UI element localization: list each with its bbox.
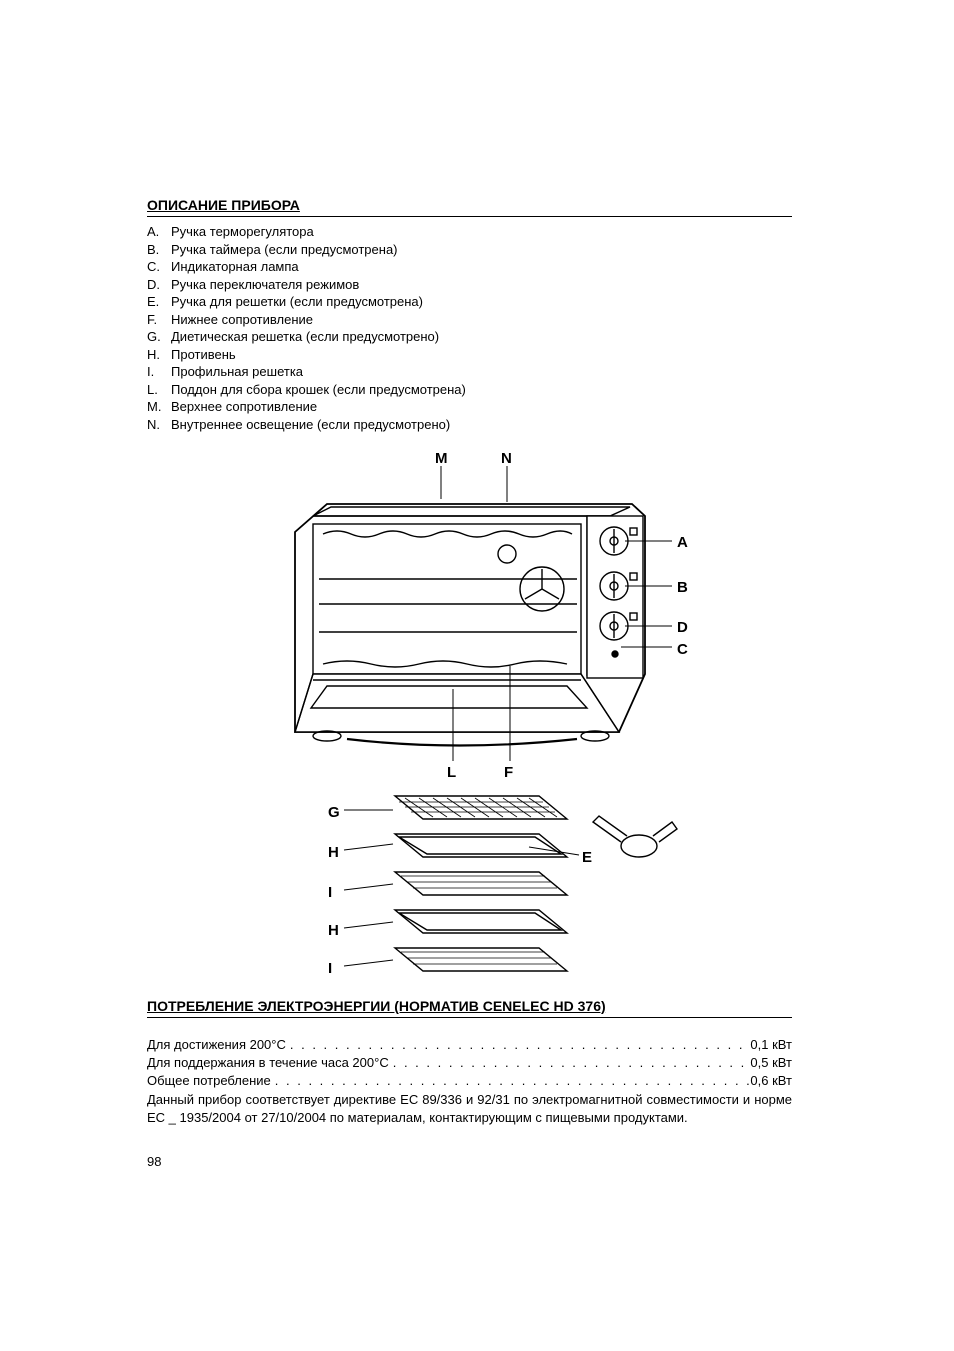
diagram-label-N: N: [501, 450, 512, 467]
description-list: A.Ручка терморегулятораB.Ручка таймера (…: [147, 223, 792, 434]
description-text: Противень: [171, 346, 236, 364]
description-text: Верхнее сопротивление: [171, 398, 317, 416]
leader-dots: [271, 1072, 751, 1090]
description-item: M.Верхнее сопротивление: [147, 398, 792, 416]
description-item: L.Поддон для сбора крошек (если предусмо…: [147, 381, 792, 399]
description-letter: A.: [147, 223, 171, 241]
diagram-label-H: H: [328, 922, 339, 939]
power-row: Для достижения 200°C 0,1 кВт: [147, 1036, 792, 1054]
description-letter: F.: [147, 311, 171, 329]
description-item: C.Индикаторная лампа: [147, 258, 792, 276]
diagram-label-C: C: [677, 641, 688, 658]
section-heading-description: ОПИСАНИЕ ПРИБОРА: [147, 197, 792, 217]
appliance-diagram: M N A B D C L F G E H I H I: [147, 444, 792, 984]
diagram-label-B: B: [677, 579, 688, 596]
description-letter: C.: [147, 258, 171, 276]
description-item: G.Диетическая решетка (если предусмотрен…: [147, 328, 792, 346]
accessories-exploded: [395, 796, 677, 971]
diagram-label-G: G: [328, 804, 340, 821]
compliance-text: Данный прибор соответствует директиве ЕС…: [147, 1091, 792, 1127]
power-consumption-block: Для достижения 200°C0,1 кВтДля поддержан…: [147, 1036, 792, 1091]
description-letter: H.: [147, 346, 171, 364]
diagram-label-E: E: [582, 849, 592, 866]
diagram-svg: [147, 444, 792, 984]
description-letter: N.: [147, 416, 171, 434]
description-letter: I.: [147, 363, 171, 381]
description-item: H.Противень: [147, 346, 792, 364]
diagram-label-I: I: [328, 884, 332, 901]
power-label: Для достижения 200°C: [147, 1036, 286, 1054]
description-item: E.Ручка для решетки (если предусмотрена): [147, 293, 792, 311]
power-value: 0,1 кВт: [750, 1036, 792, 1054]
description-item: A.Ручка терморегулятора: [147, 223, 792, 241]
page-number: 98: [147, 1154, 792, 1169]
description-text: Внутреннее освещение (если предусмотрено…: [171, 416, 450, 434]
diagram-label-M: M: [435, 450, 448, 467]
grill-handle-tool: [593, 816, 677, 857]
description-item: N.Внутреннее освещение (если предусмотре…: [147, 416, 792, 434]
description-item: F.Нижнее сопротивление: [147, 311, 792, 329]
description-item: D.Ручка переключателя режимов: [147, 276, 792, 294]
diagram-label-L: L: [447, 764, 456, 781]
description-letter: D.: [147, 276, 171, 294]
description-text: Ручка переключателя режимов: [171, 276, 359, 294]
description-text: Профильная решетка: [171, 363, 303, 381]
diagram-label-F: F: [504, 764, 513, 781]
description-text: Ручка для решетки (если предусмотрена): [171, 293, 423, 311]
diagram-label-H: H: [328, 844, 339, 861]
oven-body: [295, 504, 645, 746]
leader-dots: [286, 1036, 751, 1054]
leader-dots: [389, 1054, 751, 1072]
description-text: Ручка терморегулятора: [171, 223, 314, 241]
power-label: Общее потребление: [147, 1072, 271, 1090]
description-letter: B.: [147, 241, 171, 259]
description-letter: L.: [147, 381, 171, 399]
description-letter: G.: [147, 328, 171, 346]
power-value: 0,6 кВт: [750, 1072, 792, 1090]
diagram-label-D: D: [677, 619, 688, 636]
manual-page: ОПИСАНИЕ ПРИБОРА A.Ручка терморегулятора…: [147, 197, 792, 1169]
power-label: Для поддержания в течение часа 200°C: [147, 1054, 389, 1072]
description-text: Ручка таймера (если предусмотрена): [171, 241, 398, 259]
power-value: 0,5 кВт: [750, 1054, 792, 1072]
description-text: Диетическая решетка (если предусмотрено): [171, 328, 439, 346]
description-text: Нижнее сопротивление: [171, 311, 313, 329]
description-item: I.Профильная решетка: [147, 363, 792, 381]
diagram-label-A: A: [677, 534, 688, 551]
description-text: Поддон для сбора крошек (если предусмотр…: [171, 381, 466, 399]
description-item: B.Ручка таймера (если предусмотрена): [147, 241, 792, 259]
diagram-label-I: I: [328, 960, 332, 977]
description-text: Индикаторная лампа: [171, 258, 299, 276]
power-row: Для поддержания в течение часа 200°C 0,5 …: [147, 1054, 792, 1072]
description-letter: M.: [147, 398, 171, 416]
section-heading-power: ПОТРЕБЛЕНИЕ ЭЛЕКТРОЭНЕРГИИ (НОРМАТИВ CEN…: [147, 998, 792, 1018]
power-row: Общее потребление 0,6 кВт: [147, 1072, 792, 1090]
description-letter: E.: [147, 293, 171, 311]
